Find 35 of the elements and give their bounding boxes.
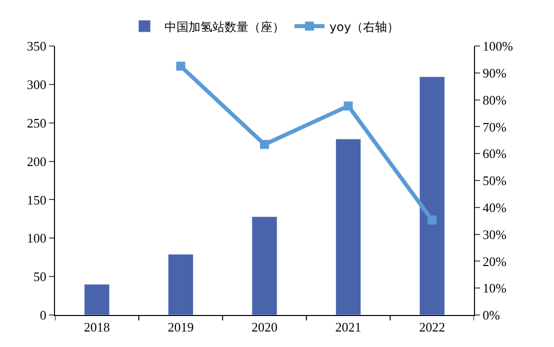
- y2-tick-label: 100%: [482, 38, 514, 54]
- y-tick-label: 50: [33, 269, 46, 284]
- y2-tick-label: 80%: [482, 92, 507, 108]
- y-tick-label: 350: [26, 38, 46, 54]
- x-tick-label: 2018: [84, 320, 110, 335]
- x-tick-label: 2019: [168, 320, 194, 335]
- y-tick-label: 200: [26, 154, 46, 169]
- point: [428, 216, 437, 225]
- y-tick-label: 250: [26, 115, 46, 130]
- y2-tick-label: 60%: [482, 146, 507, 162]
- y-tick-label: 300: [26, 76, 46, 92]
- y2-tick-label: 0%: [482, 308, 500, 323]
- point: [260, 140, 269, 149]
- bar: [168, 254, 194, 315]
- y-tick-label: 100: [26, 230, 46, 246]
- legend-label: 中国加氢站数量（座）: [164, 20, 284, 34]
- bar: [252, 216, 278, 315]
- point: [176, 62, 186, 71]
- bar: [419, 76, 445, 315]
- bar: [84, 284, 110, 315]
- y2-tick-label: 90%: [482, 65, 507, 80]
- y2-tick-label: 10%: [482, 280, 507, 296]
- y2-tick-label: 50%: [482, 173, 507, 188]
- x-tick-label: 2020: [252, 320, 278, 335]
- bar: [335, 138, 362, 315]
- y-tick-label: 150: [26, 192, 46, 208]
- y2-tick-label: 40%: [482, 200, 507, 215]
- point: [344, 101, 353, 110]
- y2-tick-label: 30%: [482, 226, 507, 242]
- y2-tick-label: 20%: [482, 254, 507, 269]
- y2-tick-label: 70%: [482, 119, 507, 134]
- x-tick-label: 2022: [419, 320, 446, 335]
- x-tick-label: 2021: [335, 320, 362, 335]
- legend-label: yoy（右轴）: [330, 20, 400, 34]
- y-tick-label: 0: [40, 308, 46, 323]
